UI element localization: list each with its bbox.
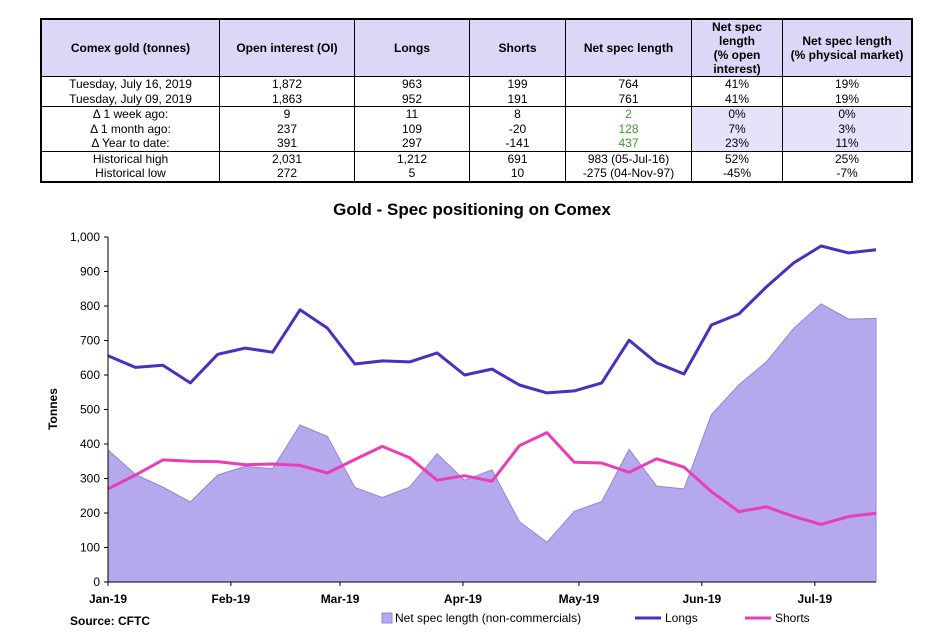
table-cell: Historical low — [40, 166, 220, 182]
table-cell: 109 — [354, 121, 470, 136]
column-header: Comex gold (tonnes) — [40, 18, 220, 77]
table-cell: 25% — [782, 150, 912, 166]
table-cell: 2,031 — [219, 150, 355, 166]
table-cell: 41% — [691, 76, 783, 92]
table-cell: 0% — [782, 106, 912, 122]
column-header: Longs — [354, 18, 470, 77]
x-tick-label: Jun-19 — [682, 592, 721, 606]
table-cell: Δ 1 month ago: — [40, 121, 220, 136]
table-row: Historical high 2,031 1,212 691 983 (05-Jul-… — [40, 150, 912, 166]
table-cell: 128 — [565, 121, 692, 136]
x-tick-label: May-19 — [559, 592, 600, 606]
table-row: Tuesday, July 09, 2019 1,863 952 191 761 41% 1… — [40, 91, 912, 107]
table-cell: 963 — [354, 76, 470, 92]
table-cell: 0% — [691, 106, 783, 122]
table-cell: 691 — [469, 150, 566, 166]
column-header: Net spec length (% physical market) — [782, 18, 913, 77]
legend-label: Shorts — [775, 611, 810, 625]
table-cell: 1,212 — [354, 150, 470, 166]
table-cell: 952 — [354, 91, 470, 107]
table-cell: -20 — [469, 121, 566, 136]
table-cell: 10 — [469, 166, 566, 182]
table-cell: Δ Year to date: — [40, 136, 220, 151]
line — [107, 431, 877, 526]
table-cell: 3% — [782, 121, 912, 136]
table-cell: 297 — [354, 136, 470, 151]
table-cell: Tuesday, July 16, 2019 — [40, 76, 220, 92]
column-header: Net spec length (% open interest) — [691, 18, 783, 77]
table-row: Tuesday, July 16, 2019 1,872 963 199 764 41% 1… — [40, 76, 912, 92]
x-tick-label: Jan-19 — [89, 592, 127, 606]
y-tick-label: 700 — [80, 334, 100, 348]
table-cell: 2 — [565, 106, 692, 122]
table-row: Δ 1 month ago: 237 109 -20 128 7% 3% — [40, 121, 912, 136]
table-cell: -141 — [469, 136, 566, 151]
column-header: Open interest (OI) — [219, 18, 355, 77]
chart-title: Gold - Spec positioning on Comex — [333, 200, 611, 219]
table-header: Comex gold (tonnes) Open interest (OI) Lon… — [40, 18, 913, 77]
table-cell: 23% — [691, 136, 783, 151]
table-cell: 41% — [691, 91, 783, 107]
table-body: Tuesday, July 16, 2019 1,872 963 199 764 41% 1… — [40, 76, 912, 182]
y-tick-label: 500 — [80, 403, 100, 417]
table-cell: 5 — [354, 166, 470, 182]
y-tick-label: 900 — [80, 265, 100, 279]
column-header: Shorts — [469, 18, 566, 77]
x-tick-label: Apr-19 — [444, 592, 482, 606]
area — [107, 303, 877, 583]
table-cell: 764 — [565, 76, 692, 92]
table-cell: 391 — [219, 136, 355, 151]
table-cell: Tuesday, July 09, 2019 — [40, 91, 220, 107]
y-tick-label: 200 — [80, 506, 100, 520]
table-cell: -45% — [691, 166, 783, 182]
x-tick-label: Feb-19 — [212, 592, 251, 606]
column-header: Net spec length — [565, 18, 692, 77]
line — [107, 244, 877, 395]
legend-label: Longs — [665, 611, 698, 625]
table-cell: 437 — [565, 136, 692, 151]
source: Source: CFTC — [70, 614, 150, 628]
table-cell: Δ 1 week ago: — [40, 106, 220, 122]
x-tick-label: Mar-19 — [321, 592, 360, 606]
table-cell: 11 — [354, 106, 470, 122]
table-cell: 52% — [691, 150, 783, 166]
positions-table: Comex gold (tonnes) Open interest (OI) Lon… — [40, 18, 913, 183]
table-cell: 1,872 — [219, 76, 355, 92]
table-cell: 19% — [782, 91, 912, 107]
table-row: Δ Year to date: 391 297 -141 437 23% 11% — [40, 136, 912, 151]
y-tick-label: 400 — [80, 437, 100, 451]
table-cell: 761 — [565, 91, 692, 107]
y-tick-label: 300 — [80, 472, 100, 486]
table-cell: -7% — [782, 166, 912, 182]
y-tick-label: 0 — [93, 575, 100, 589]
table-cell: 199 — [469, 76, 566, 92]
table-cell: 19% — [782, 76, 912, 92]
table-row: Δ 1 week ago: 9 11 8 2 0% 0% — [40, 106, 912, 122]
legend-swatch — [381, 612, 393, 624]
table-cell: 7% — [691, 121, 783, 136]
y-axis-label: Tonnes — [46, 388, 60, 430]
table-cell: 11% — [782, 136, 912, 151]
legend-label: Net spec length (non-commercials) — [395, 611, 581, 625]
table-cell: Historical high — [40, 150, 220, 166]
table-cell: 8 — [469, 106, 566, 122]
table-cell: 983 (05-Jul-16) — [565, 150, 692, 166]
table-cell: 237 — [219, 121, 355, 136]
table-row: Historical low 272 5 10 -275 (04-Nov-97) -45%… — [40, 166, 912, 182]
x-tick-label: Jul-19 — [797, 592, 832, 606]
table-cell: -275 (04-Nov-97) — [565, 166, 692, 182]
y-tick-label: 1,000 — [70, 230, 100, 244]
y-tick-label: 600 — [80, 368, 100, 382]
table-cell: 191 — [469, 91, 566, 107]
table-cell: 1,863 — [219, 91, 355, 107]
table-cell: 9 — [219, 106, 355, 122]
y-tick-label: 800 — [80, 299, 100, 313]
table-cell: 272 — [219, 166, 355, 182]
y-tick-label: 100 — [80, 541, 100, 555]
